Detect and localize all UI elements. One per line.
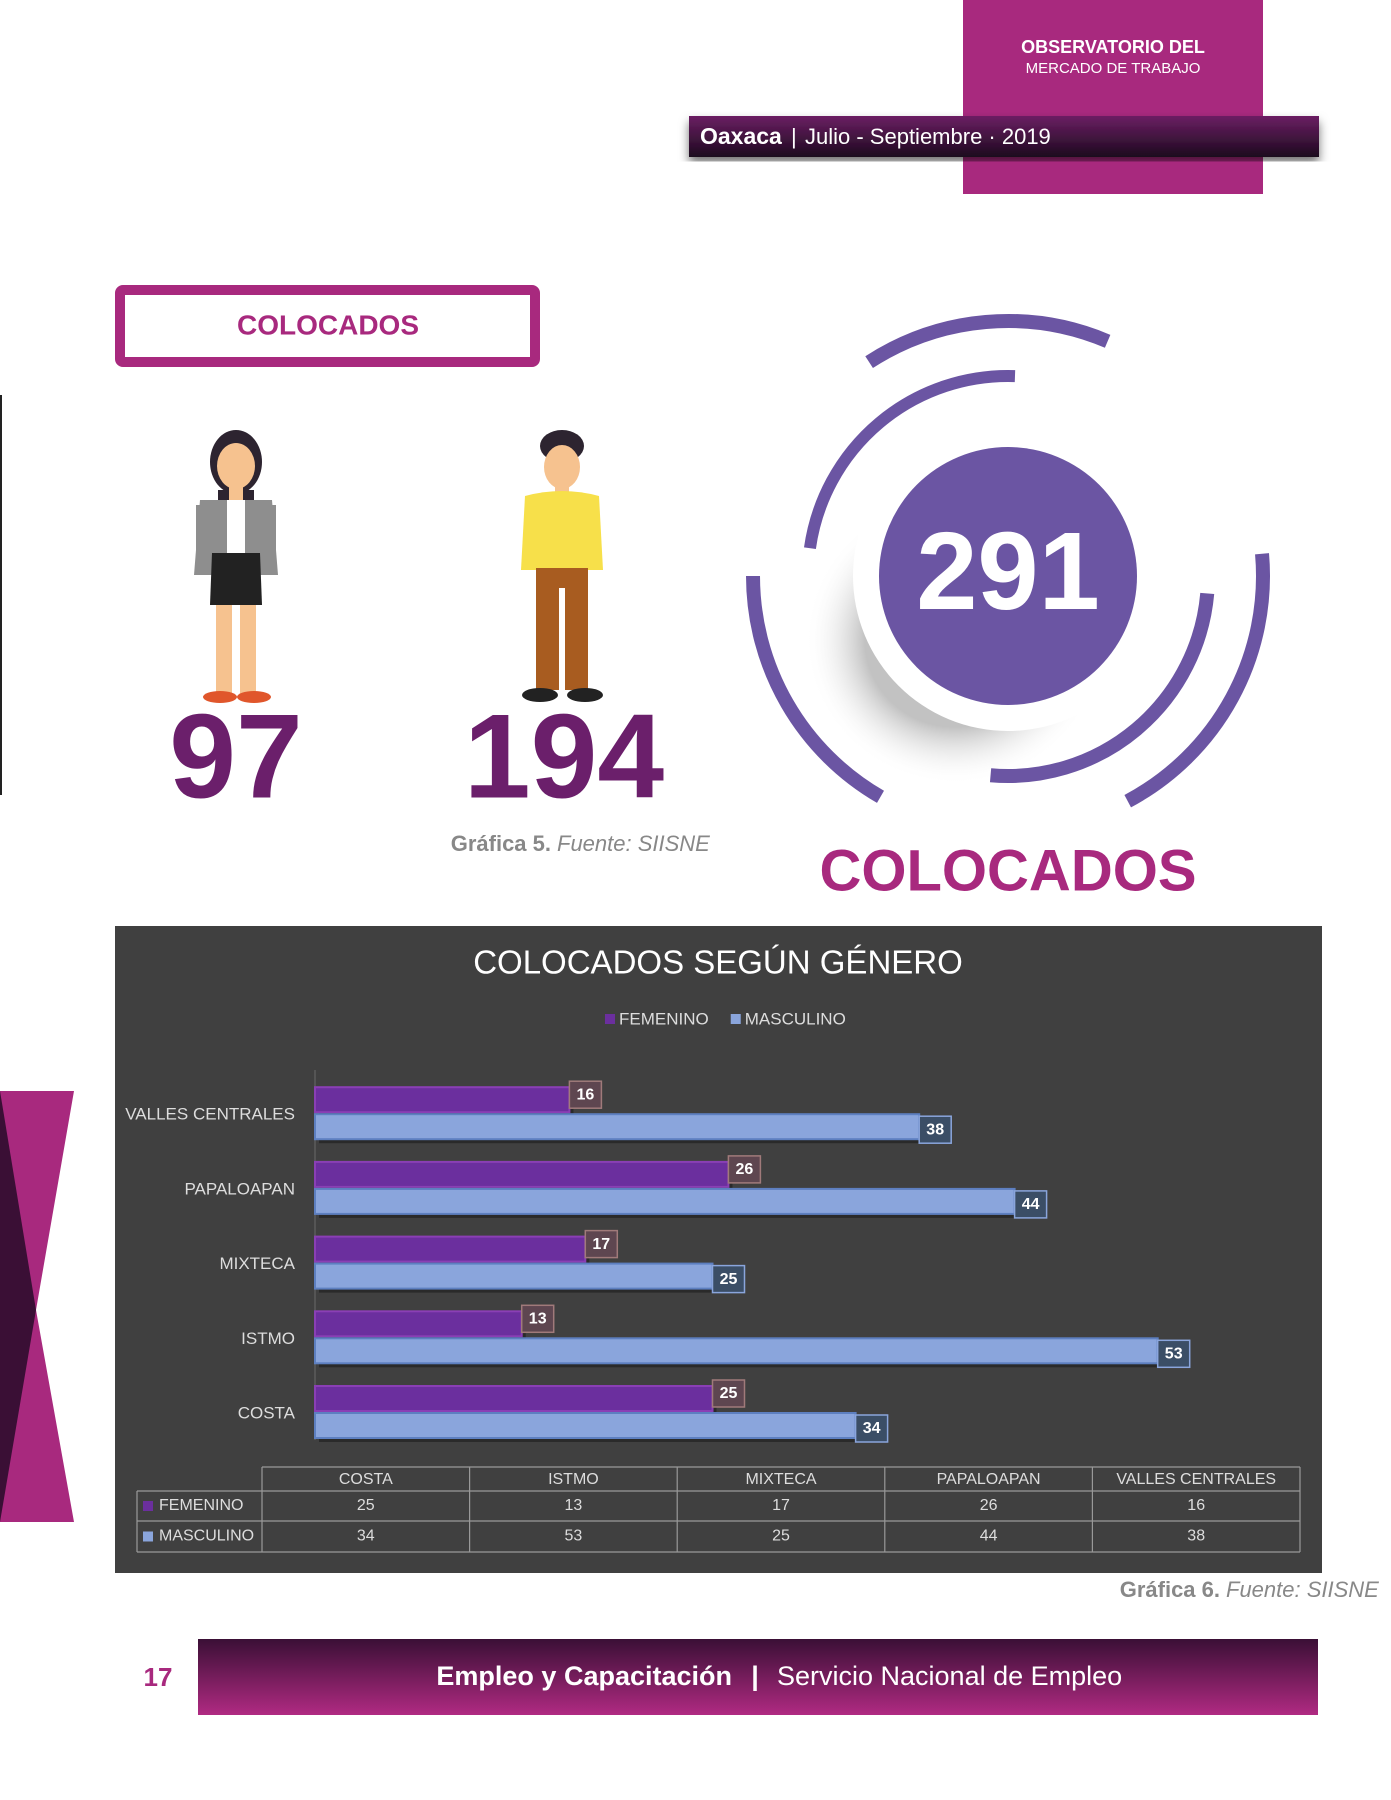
table-cell: 34	[357, 1528, 375, 1545]
header-tab	[963, 0, 1263, 116]
value-label: 17	[592, 1236, 610, 1253]
bar	[314, 1337, 1159, 1365]
table-cell: 13	[565, 1497, 583, 1514]
value-label: 25	[720, 1385, 738, 1402]
value-label-box	[711, 1379, 746, 1408]
value-label: 44	[1022, 1196, 1040, 1213]
table-cell: 38	[1187, 1528, 1205, 1545]
table-cell: 16	[1187, 1497, 1205, 1514]
header-bar	[689, 116, 1319, 157]
category-label: PAPALOAPAN	[184, 1179, 295, 1198]
category-label: ISTMO	[241, 1329, 295, 1348]
dial-arc	[989, 592, 1215, 783]
footer-right: Servicio Nacional de Empleo	[777, 1661, 1122, 1691]
chart-title: COLOCADOS SEGÚN GÉNERO	[473, 944, 963, 981]
bar	[314, 1160, 730, 1188]
legend-label: FEMENINO	[619, 1009, 709, 1028]
table-header: COSTA	[339, 1471, 393, 1488]
dial-arc	[804, 370, 1016, 550]
side-decoration	[0, 1091, 74, 1522]
bar	[314, 1262, 714, 1290]
footer-left: Empleo y Capacitación	[436, 1661, 732, 1691]
value-label: 16	[577, 1086, 595, 1103]
total-dial	[746, 314, 1270, 808]
legend-swatch	[730, 1014, 741, 1024]
table-swatch	[143, 1531, 153, 1542]
table-cell: 44	[980, 1528, 998, 1545]
value-label-box	[854, 1414, 889, 1443]
table-header: VALLES CENTRALES	[1116, 1471, 1276, 1488]
value-label: 13	[529, 1311, 547, 1328]
value-label-box	[711, 1264, 746, 1294]
man-icon	[521, 430, 603, 702]
total-label: COLOCADOS	[820, 838, 1197, 903]
table-swatch	[143, 1501, 153, 1511]
separator: |	[791, 124, 797, 149]
value-label: 26	[736, 1161, 754, 1178]
table-row-label: FEMENINO	[159, 1497, 243, 1514]
legend-label: MASCULINO	[745, 1009, 846, 1028]
value-label: 53	[1165, 1346, 1183, 1363]
header-tab-lower	[963, 155, 1263, 194]
dial-arc	[746, 575, 885, 803]
value-label: 38	[926, 1121, 944, 1138]
edge-line	[0, 395, 2, 795]
value-label-box	[1156, 1339, 1191, 1369]
total-count: 291	[916, 510, 1100, 633]
value-label: 25	[720, 1271, 738, 1288]
table-row-label: MASCULINO	[159, 1528, 254, 1545]
category-label: COSTA	[238, 1403, 296, 1422]
bar	[314, 1086, 571, 1114]
table-cell: 25	[357, 1497, 375, 1514]
men-count: 194	[464, 690, 664, 824]
category-label: MIXTECA	[219, 1254, 295, 1273]
org-line1: OBSERVATORIO DEL	[1021, 37, 1205, 57]
value-label: 34	[863, 1420, 881, 1437]
bar	[314, 1187, 1016, 1215]
dial-circle	[879, 447, 1137, 705]
value-label-box	[568, 1080, 603, 1109]
category-label: VALLES CENTRALES	[125, 1105, 295, 1124]
bar	[314, 1235, 587, 1263]
value-label-box	[727, 1155, 762, 1184]
chart-caption-label: Gráfica 6.	[1120, 1577, 1220, 1602]
bar	[314, 1385, 714, 1412]
value-label-box	[520, 1304, 555, 1334]
table-cell: 53	[565, 1528, 583, 1545]
table-cell: 25	[772, 1528, 790, 1545]
dial-arc	[865, 314, 1111, 369]
state: Oaxaca	[700, 123, 782, 149]
bar	[314, 1310, 523, 1338]
footer-separator: |	[751, 1661, 759, 1691]
table-header: MIXTECA	[745, 1471, 816, 1488]
org-line2: MERCADO DE TRABAJO	[1026, 60, 1201, 77]
legend-swatch	[605, 1014, 615, 1024]
footer-bar	[198, 1639, 1318, 1715]
value-label-box	[918, 1115, 952, 1144]
caption-source: Fuente: SIISNE	[557, 831, 710, 856]
value-label-box	[1013, 1190, 1048, 1219]
table-header: ISTMO	[548, 1471, 599, 1488]
section-title: COLOCADOS	[237, 309, 419, 340]
bar	[314, 1412, 857, 1439]
page-number: 17	[144, 1662, 173, 1692]
chart: FEMENINO MASCULINO COSTA 25 34 ISTMO 13 53 MIXTE…	[125, 1009, 1301, 1553]
chart-caption-source: Fuente: SIISNE	[1226, 1577, 1379, 1602]
side-decoration-dark	[0, 1091, 36, 1522]
dial-arc	[1124, 553, 1270, 808]
section-box	[115, 285, 540, 367]
table-cell: 26	[980, 1497, 998, 1514]
period: Julio - Septiembre · 2019	[805, 124, 1051, 149]
value-label-box	[584, 1229, 619, 1259]
bar	[314, 1113, 921, 1141]
caption-label: Gráfica 5.	[451, 831, 551, 856]
woman-icon	[194, 430, 278, 703]
table-cell: 17	[772, 1497, 790, 1514]
table-header: PAPALOAPAN	[937, 1471, 1041, 1488]
header: OBSERVATORIO DEL MERCADO DE TRABAJO Oaxa…	[689, 0, 1319, 194]
women-count: 97	[169, 690, 302, 824]
